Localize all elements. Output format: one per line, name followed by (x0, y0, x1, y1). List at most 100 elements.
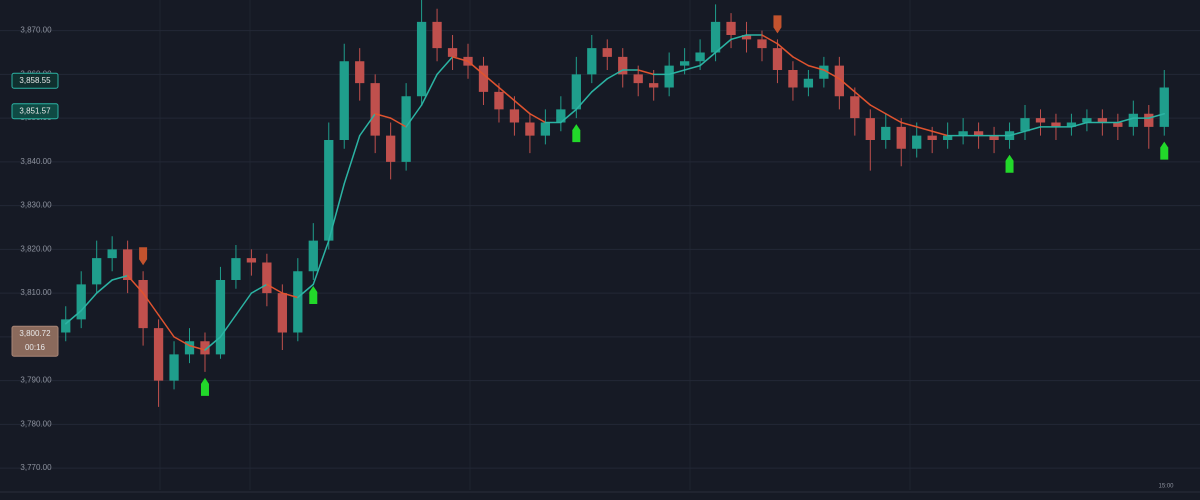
candle-body (525, 122, 535, 136)
candle-body (1082, 118, 1092, 123)
moving-average (668, 69, 686, 76)
candle-body (649, 83, 659, 88)
candle-body (76, 284, 86, 320)
moving-average (80, 292, 98, 312)
candle-body (494, 91, 504, 110)
moving-average (482, 73, 500, 89)
moving-average (761, 34, 779, 45)
price-tag-label: 3,851.57 (19, 106, 51, 115)
moving-average (235, 292, 253, 316)
candle-body (571, 74, 581, 110)
candle-body (246, 258, 257, 263)
buy-signal (1005, 154, 1014, 173)
candle-body (293, 271, 303, 333)
moving-average (637, 69, 655, 76)
moving-average (714, 38, 732, 54)
moving-average (606, 69, 624, 80)
candle-body (153, 328, 164, 381)
candle-body (184, 341, 195, 355)
candle-body (1113, 122, 1123, 127)
moving-average (591, 78, 609, 93)
moving-average (730, 34, 748, 41)
moving-average (885, 113, 902, 124)
candle-body (339, 61, 349, 140)
moving-average (776, 43, 794, 58)
moving-average (420, 73, 438, 106)
candle-body (324, 140, 334, 241)
price-tag-box (11, 103, 59, 120)
candle-body (401, 96, 411, 162)
candle-body (602, 48, 612, 57)
candle-body (912, 135, 922, 149)
candle-body (679, 61, 690, 66)
candle-body (772, 48, 783, 70)
candle-body (355, 61, 365, 84)
candle-body (973, 131, 984, 136)
moving-average (900, 121, 918, 128)
candle-body (1159, 87, 1169, 127)
candle-body (1128, 113, 1138, 127)
time-label: 15:00 (1158, 484, 1174, 490)
candle-body (509, 109, 520, 123)
candle-body (788, 70, 798, 88)
candle-body (664, 65, 674, 88)
moving-average (358, 113, 376, 137)
candle-body (695, 52, 705, 62)
y-tick-label: 3,870.00 (20, 26, 52, 35)
candle-body (587, 48, 597, 75)
candle-body (1097, 118, 1108, 123)
candle-body (432, 21, 442, 49)
moving-average (1117, 117, 1135, 124)
candle-body (478, 65, 489, 92)
moving-average (374, 113, 392, 119)
moving-average (312, 239, 330, 286)
moving-average (389, 117, 407, 128)
price-tag-box (11, 72, 59, 89)
price-tag: 3,858.55 (11, 72, 59, 89)
candle-body (386, 135, 396, 162)
candle-body (1051, 122, 1061, 127)
moving-average (1148, 113, 1166, 119)
moving-average (250, 283, 268, 294)
y-tick-label: 3,820.00 (20, 244, 52, 253)
moving-average (436, 56, 454, 76)
moving-average (64, 309, 82, 325)
price-tag: 3,851.57 (11, 103, 59, 120)
candle-body (61, 319, 71, 333)
price-tag-label: 3,800.72 (19, 329, 51, 338)
moving-average (1070, 121, 1088, 128)
moving-average (405, 104, 423, 128)
moving-average (498, 86, 516, 102)
buy-signal (309, 286, 318, 304)
candle-body (850, 96, 860, 119)
candle-body (710, 21, 721, 53)
candle-body (122, 249, 133, 280)
candle-body (107, 249, 117, 259)
candle-body (803, 78, 814, 88)
candle-body (308, 240, 318, 272)
candle-body (231, 258, 241, 280)
moving-average (807, 64, 825, 71)
moving-average (204, 336, 222, 351)
candle-body (1020, 118, 1030, 132)
candle-body (958, 131, 968, 136)
vertical-grid (159, 0, 911, 490)
moving-average (111, 274, 129, 281)
moving-average (157, 314, 175, 338)
moving-average (126, 274, 144, 294)
y-tick-label: 3,780.00 (20, 419, 52, 428)
candle-body (1035, 118, 1046, 123)
candle-body (200, 341, 210, 355)
moving-average (266, 283, 284, 294)
moving-average (699, 51, 717, 67)
moving-average (188, 344, 206, 351)
moving-average (915, 126, 933, 132)
candle-body (741, 35, 752, 40)
candle-body (1144, 113, 1154, 127)
candle-body (896, 126, 906, 149)
moving-average (513, 99, 531, 115)
candle-body (927, 135, 937, 140)
